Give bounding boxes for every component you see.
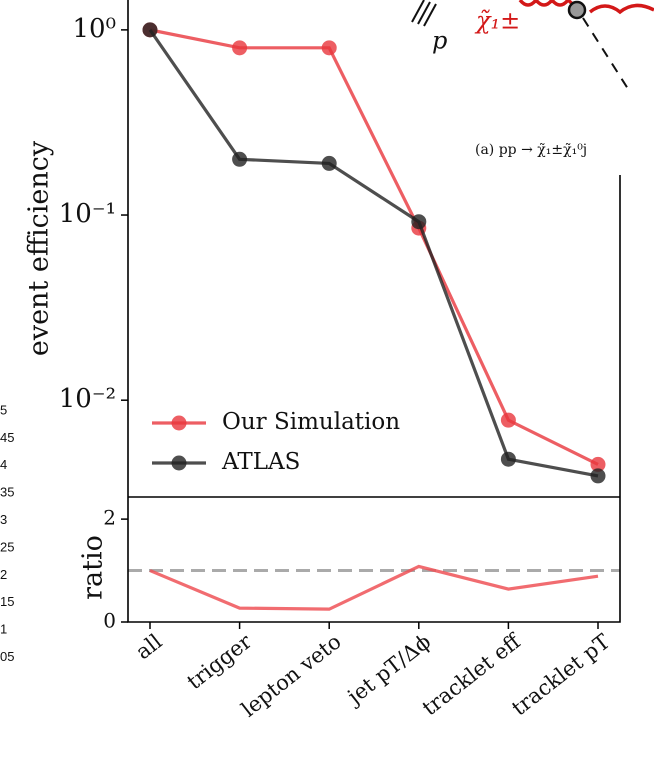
- fragment-tick-label: 3: [0, 512, 7, 527]
- fragment-tick-label: 45: [0, 430, 14, 445]
- y-tick-label: 10⁰: [72, 14, 116, 44]
- fragment-tick-label: 05: [0, 649, 14, 664]
- marker: [590, 456, 606, 472]
- marker: [411, 214, 427, 230]
- dashed-line: [582, 17, 631, 93]
- fragment-tick-label: 5: [0, 402, 7, 417]
- y-tick-label: 2: [103, 506, 116, 530]
- fragment-tick-label: 35: [0, 485, 14, 500]
- fragment-tick-label: 2: [0, 567, 7, 582]
- y-tick-label: 0: [103, 609, 116, 633]
- marker: [321, 40, 337, 56]
- y-axis-label: ratio: [78, 535, 109, 600]
- inset-caption: (a) pp → χ̃₁±χ̃₁⁰j: [475, 142, 587, 158]
- marker: [590, 468, 606, 484]
- fragment-tick-label: 4: [0, 457, 7, 472]
- x-tick-label: all: [131, 629, 166, 664]
- series-line: [149, 564, 599, 611]
- marker: [232, 151, 248, 167]
- wavy-line: [588, 3, 654, 15]
- legend-marker: [171, 415, 187, 431]
- fragment: 5 45 4 35 3 25 2 15 1 05: [0, 402, 14, 664]
- particle-label: χ̃₁±: [474, 7, 520, 35]
- series-line: [149, 28, 599, 466]
- marker: [500, 451, 516, 467]
- inset-diagram: p χ̃₁± (a) pp → χ̃₁±χ̃₁⁰j: [410, 0, 654, 175]
- particle-label: p: [432, 27, 447, 55]
- marker: [232, 40, 248, 56]
- x-tick-label: trigger: [183, 629, 257, 694]
- axes-frame: [127, 0, 621, 623]
- y-tick-label: 10⁻²: [59, 384, 116, 414]
- marker: [142, 22, 158, 38]
- series-line: [148, 28, 599, 478]
- fragment-tick-label: 25: [0, 539, 14, 554]
- marker: [321, 155, 337, 171]
- legend-label: Our Simulation: [222, 409, 400, 435]
- x-tick-label: lepton veto: [237, 629, 346, 721]
- x-tick-label: tracklet pT: [507, 629, 614, 720]
- wavy-line: [518, 0, 579, 10]
- y-tick-label: 10⁻¹: [59, 199, 116, 229]
- hatch: [411, 0, 437, 27]
- inset-background: [410, 0, 654, 175]
- marker: [500, 412, 516, 428]
- fragment-tick-label: 15: [0, 594, 14, 609]
- y-axis-label: event efficiency: [24, 140, 55, 356]
- legend-marker: [171, 455, 187, 471]
- vertex: [567, 0, 587, 20]
- fragment-tick-label: 1: [0, 622, 7, 637]
- legend-label: ATLAS: [221, 449, 300, 475]
